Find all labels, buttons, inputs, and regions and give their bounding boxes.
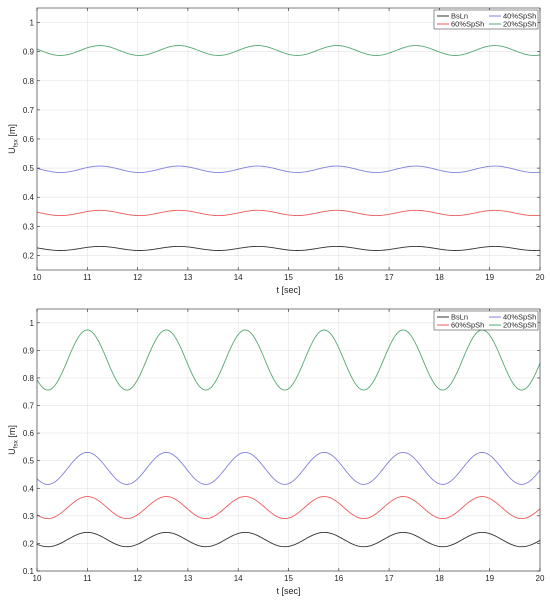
y-tick-label: 0.6 bbox=[23, 429, 35, 438]
y-tick-label: 0.9 bbox=[23, 48, 35, 57]
x-tick-label: 12 bbox=[133, 273, 142, 282]
x-tick-label: 15 bbox=[284, 273, 293, 282]
y-tick-label: 0.3 bbox=[23, 512, 35, 521]
series-line-bsln bbox=[36, 531, 541, 548]
y-tick-label: 0.7 bbox=[23, 106, 35, 115]
y-tick-label: 0.2 bbox=[23, 251, 35, 260]
legend-label: BsLn bbox=[451, 12, 468, 21]
x-tick-label: 13 bbox=[183, 273, 192, 282]
x-axis-label: t [sec] bbox=[276, 285, 300, 295]
x-tick-label: 19 bbox=[485, 574, 494, 583]
x-tick-label: 18 bbox=[435, 273, 444, 282]
legend-label: 60%SpSh bbox=[451, 321, 484, 330]
y-tick-label: 0.6 bbox=[23, 135, 35, 144]
y-tick-label: 0.2 bbox=[23, 539, 35, 548]
y-axis-label: Ufsx [m] bbox=[7, 124, 20, 154]
y-tick-label: 0.4 bbox=[23, 484, 35, 493]
x-tick-label: 10 bbox=[33, 273, 42, 282]
y-tick-label: 0.5 bbox=[23, 164, 35, 173]
x-tick-label: 11 bbox=[83, 574, 92, 583]
x-tick-label: 20 bbox=[536, 273, 545, 282]
y-tick-label: 0.4 bbox=[23, 193, 35, 202]
legend-label: BsLn bbox=[451, 313, 468, 322]
chart-panel-2: 10 11 12 13 14 15 16 17 18 19 20 0.1 0.2 0.3 0.4 0.5 0.6… bbox=[7, 308, 545, 596]
x-tick-label: 16 bbox=[334, 574, 343, 583]
series-line-60pct-spsh bbox=[36, 496, 541, 520]
y-axis-label: Ufsx [m] bbox=[7, 425, 20, 455]
y-tick-label: 0.5 bbox=[23, 457, 35, 466]
series-line-20pct-spsh bbox=[36, 329, 541, 391]
legend-box bbox=[433, 310, 539, 331]
x-axis-label: t [sec] bbox=[276, 586, 300, 596]
y-tick-label: 0.8 bbox=[23, 374, 35, 383]
x-tick-label: 14 bbox=[234, 273, 243, 282]
x-tick-label: 18 bbox=[435, 574, 444, 583]
legend-box bbox=[433, 9, 539, 30]
x-tick-label: 17 bbox=[385, 574, 394, 583]
x-tick-label: 17 bbox=[385, 273, 394, 282]
legend-label: 20%SpSh bbox=[503, 20, 536, 29]
y-tick-label: 1 bbox=[30, 19, 35, 28]
y-tick-label: 0.8 bbox=[23, 77, 35, 86]
x-tick-label: 19 bbox=[485, 273, 494, 282]
x-tick-label: 13 bbox=[183, 574, 192, 583]
series-line-60pct-spsh bbox=[36, 209, 541, 217]
x-tick-label: 11 bbox=[83, 273, 92, 282]
legend-label: 20%SpSh bbox=[503, 321, 536, 330]
series-line-20pct-spsh bbox=[36, 45, 541, 56]
y-tick-label: 0.1 bbox=[23, 567, 35, 576]
x-tick-label: 12 bbox=[133, 574, 142, 583]
series-line-40pct-spsh bbox=[36, 165, 541, 173]
y-tick-label: 0.9 bbox=[23, 346, 35, 355]
y-tick-label: 0.7 bbox=[23, 402, 35, 411]
y-tick-label: 1 bbox=[30, 319, 35, 328]
x-tick-label: 10 bbox=[33, 574, 42, 583]
legend-label: 60%SpSh bbox=[451, 20, 484, 29]
chart-panel-1: 10 11 12 13 14 15 16 17 18 19 20 0.2 0.3 0.4 0.5 0.6 0.7… bbox=[7, 7, 545, 295]
series-line-40pct-spsh bbox=[36, 451, 541, 485]
x-tick-label: 16 bbox=[334, 273, 343, 282]
y-tick-label: 0.3 bbox=[23, 222, 35, 231]
x-tick-label: 15 bbox=[284, 574, 293, 583]
legend-label: 40%SpSh bbox=[503, 12, 536, 21]
legend-label: 40%SpSh bbox=[503, 313, 536, 322]
x-tick-label: 20 bbox=[536, 574, 545, 583]
x-tick-label: 14 bbox=[234, 574, 243, 583]
series-line-bsln bbox=[36, 245, 541, 251]
